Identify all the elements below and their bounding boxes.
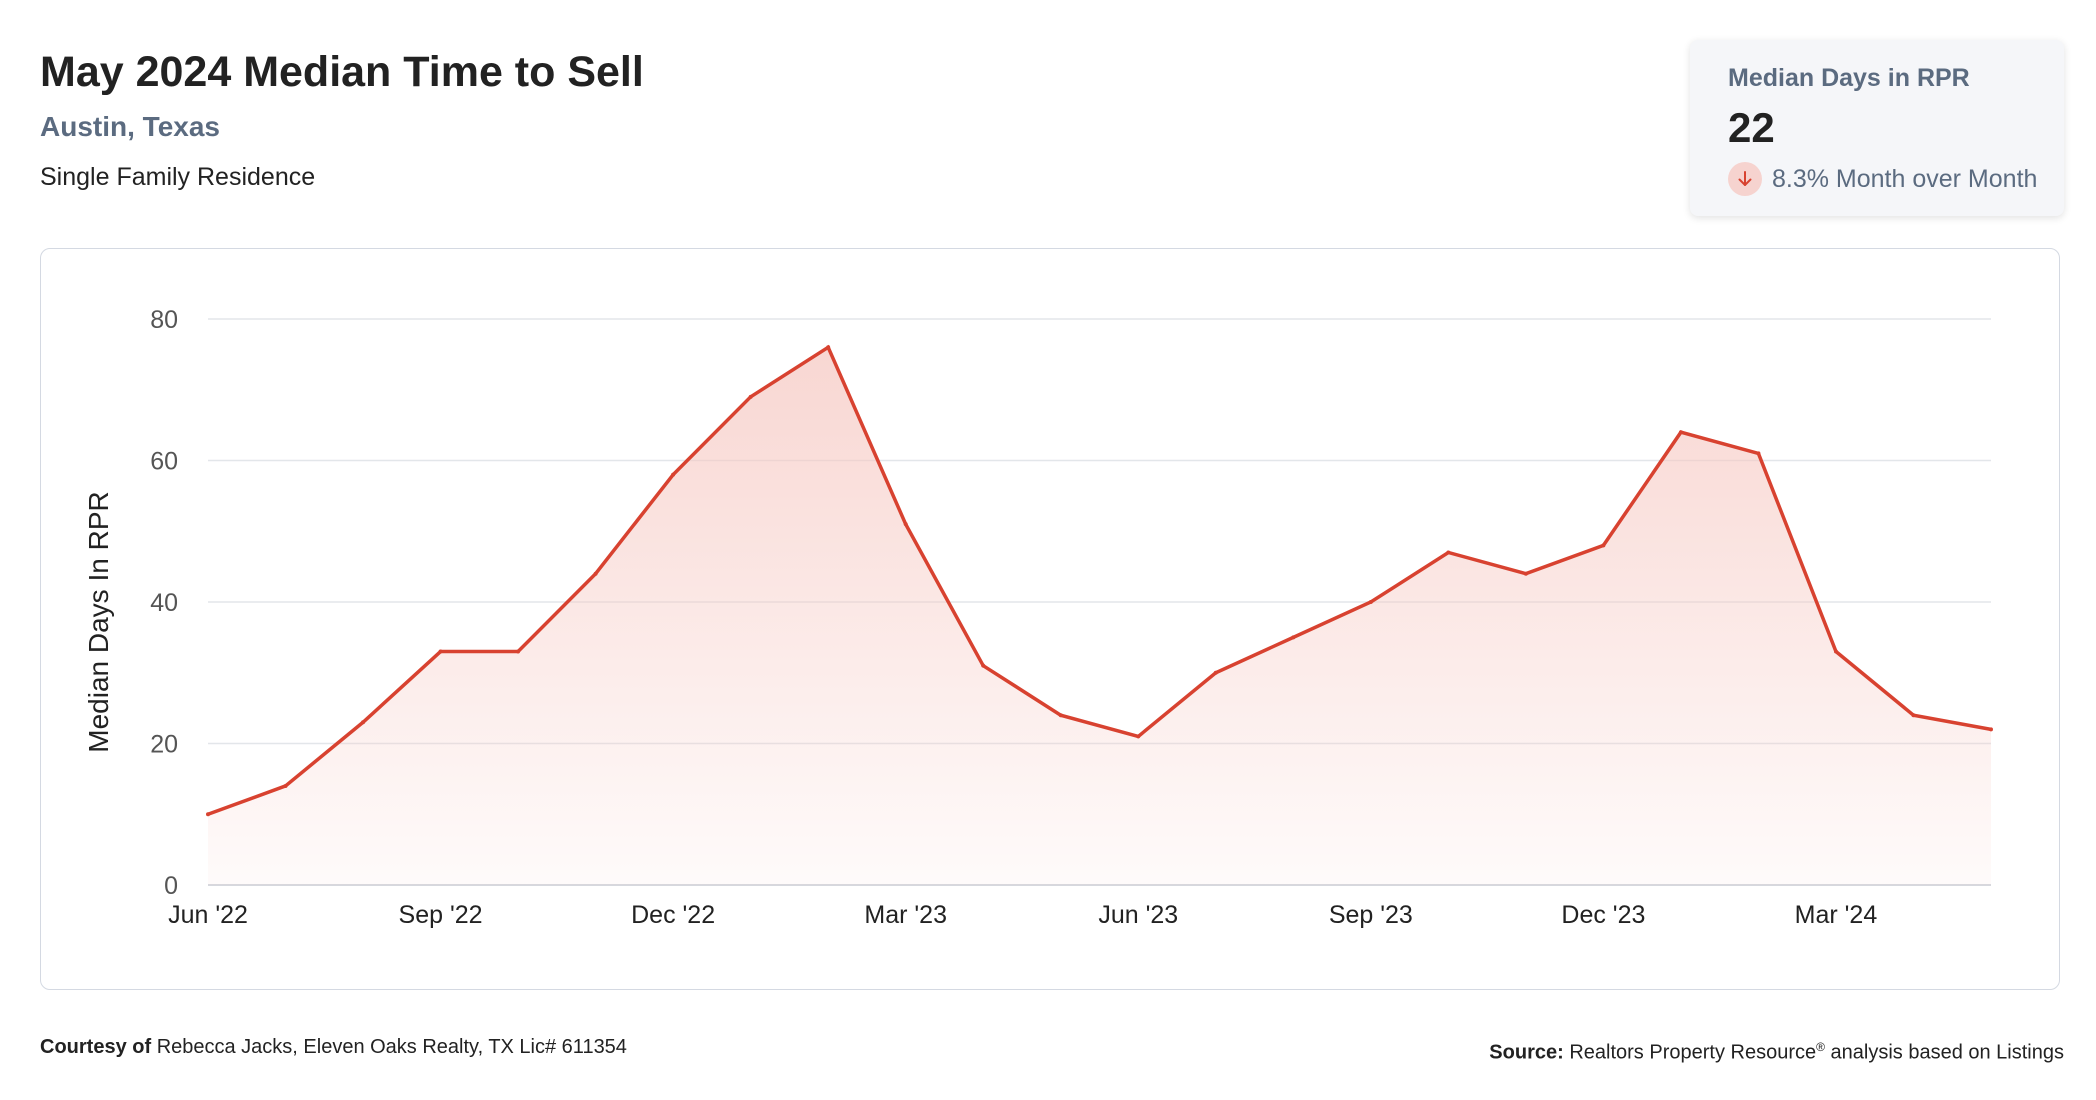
- x-tick-label: Dec '22: [631, 901, 715, 929]
- x-tick-label: Jun '22: [168, 901, 248, 929]
- registered-mark: ®: [1816, 1040, 1825, 1054]
- x-tick-label: Mar '23: [864, 901, 947, 929]
- data-point-10: [981, 663, 986, 668]
- x-tick-label: Mar '24: [1795, 901, 1878, 929]
- y-tick-label: 40: [150, 589, 178, 617]
- arrow-down-icon: [1728, 162, 1762, 196]
- data-point-12: [1136, 734, 1141, 739]
- source-text-1: Realtors Property Resource: [1569, 1041, 1817, 1064]
- x-tick-label: Jun '23: [1098, 901, 1178, 929]
- y-tick-label: 80: [150, 306, 178, 334]
- x-tick-label: Sep '23: [1329, 901, 1413, 929]
- data-point-18: [1601, 543, 1606, 548]
- x-tick-label: Sep '22: [399, 901, 483, 929]
- median-days-summary-card: Median Days in RPR 22 8.3% Month over Mo…: [1690, 40, 2064, 216]
- data-point-7: [748, 394, 753, 399]
- series-line: [207, 344, 1992, 816]
- y-tick-label: 0: [164, 872, 178, 900]
- y-axis-title: Median Days In RPR: [83, 491, 114, 752]
- data-point-14: [1291, 635, 1296, 640]
- data-point-8: [826, 345, 831, 350]
- data-point-16: [1446, 550, 1451, 555]
- data-point-23: [1989, 727, 1993, 732]
- median-days-chart: 0 20 40 60 80 Median Days In RPR Jun '22 Sep '2…: [83, 306, 1993, 929]
- courtesy-label: Courtesy of: [40, 1036, 152, 1058]
- courtesy-note: Courtesy of Rebecca Jacks, Eleven Oaks R…: [40, 1034, 627, 1060]
- data-point-15: [1368, 600, 1373, 604]
- y-tick-label: 60: [150, 448, 178, 476]
- data-point-20: [1756, 451, 1761, 456]
- courtesy-text: Rebecca Jacks, Eleven Oaks Realty, TX Li…: [156, 1036, 627, 1058]
- data-point-22: [1911, 713, 1916, 718]
- summary-card-change: 8.3% Month over Month: [1728, 162, 2064, 196]
- data-point-21: [1833, 649, 1838, 654]
- property-type-label: Single Family Residence: [40, 163, 316, 191]
- page-title: May 2024 Median Time to Sell: [40, 48, 644, 96]
- series-area-fill: [208, 347, 1991, 885]
- data-point-13: [1213, 670, 1218, 675]
- data-point-1: [283, 783, 288, 788]
- x-tick-label: Dec '23: [1561, 901, 1645, 929]
- source-text-2: analysis based on Listings: [1830, 1041, 2064, 1064]
- data-point-5: [593, 571, 598, 576]
- data-point-4: [516, 649, 521, 654]
- data-point-19: [1678, 430, 1683, 435]
- report-header: May 2024 Median Time to Sell Austin, Tex…: [40, 44, 1540, 192]
- data-point-2: [361, 720, 366, 725]
- data-point-9: [903, 522, 908, 527]
- location-subtitle: Austin, Texas: [40, 111, 220, 142]
- data-point-3: [438, 649, 443, 654]
- data-point-0: [206, 812, 210, 817]
- summary-change-text: 8.3% Month over Month: [1772, 164, 2038, 193]
- source-note: Source: Realtors Property Resource® anal…: [1489, 1034, 2064, 1066]
- source-label: Source:: [1489, 1041, 1564, 1064]
- summary-card-label: Median Days in RPR: [1728, 64, 1970, 92]
- data-point-11: [1058, 713, 1063, 718]
- data-point-17: [1523, 571, 1528, 576]
- y-tick-label: 20: [150, 731, 178, 759]
- data-point-6: [671, 472, 676, 477]
- chart-panel: 0 20 40 60 80 Median Days In RPR Jun '22 Sep '2…: [40, 248, 2060, 990]
- summary-card-value: 22: [1728, 104, 1775, 151]
